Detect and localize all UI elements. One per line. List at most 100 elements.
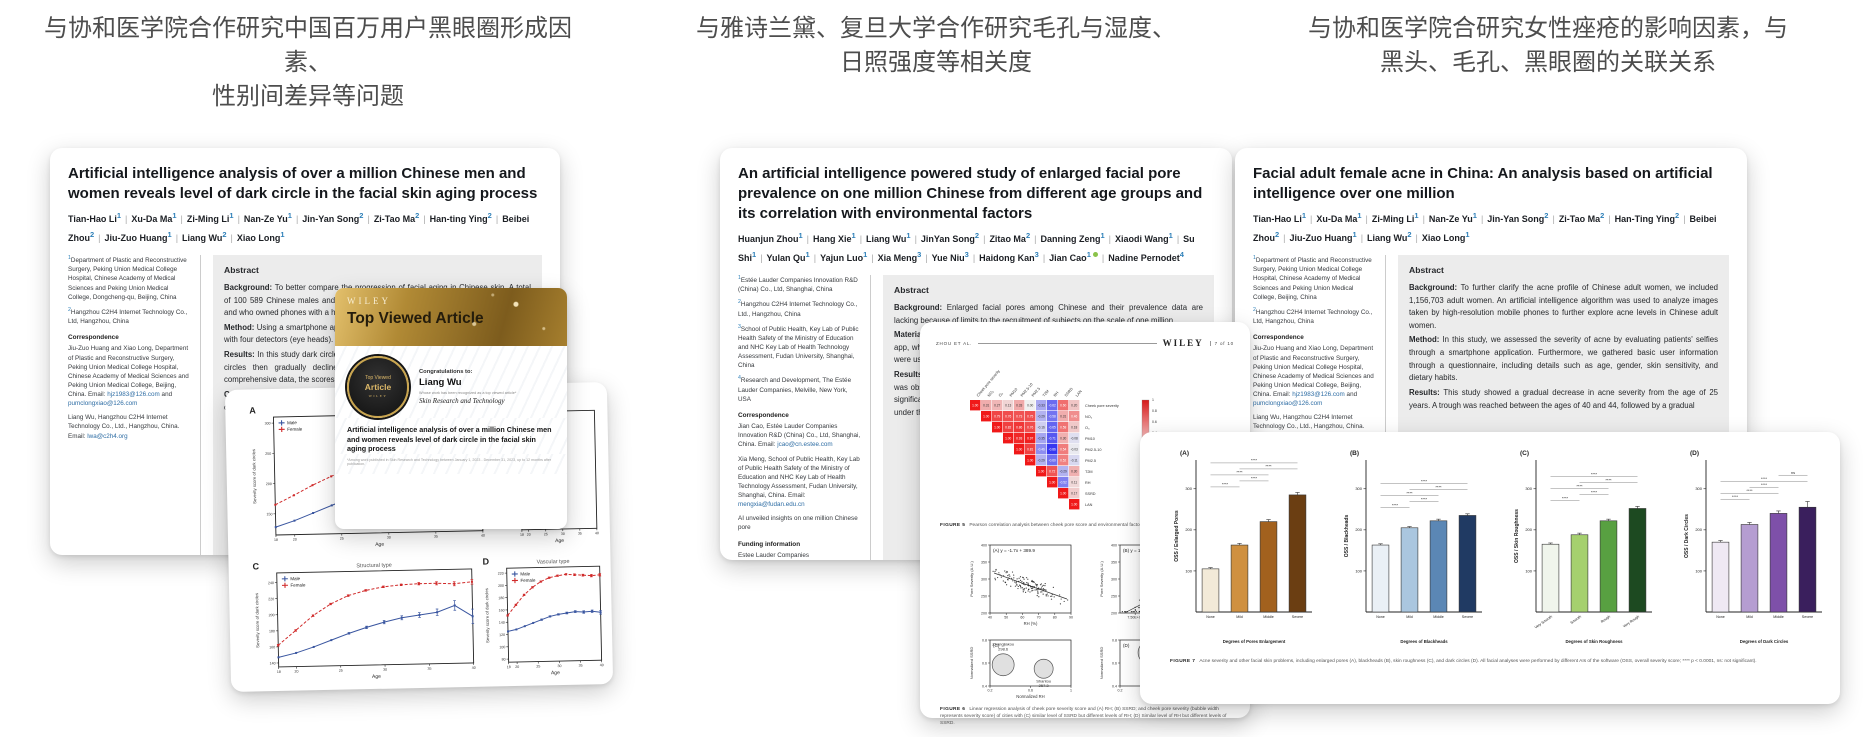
svg-text:200: 200 xyxy=(1695,527,1702,532)
svg-text:200: 200 xyxy=(1525,527,1532,532)
svg-text:Vascular type: Vascular type xyxy=(537,559,570,566)
svg-text:(D): (D) xyxy=(1123,643,1130,648)
svg-text:0.4: 0.4 xyxy=(1112,684,1117,688)
svg-text:1.00: 1.00 xyxy=(1071,503,1077,507)
svg-text:200: 200 xyxy=(498,584,504,588)
svg-text:Severe: Severe xyxy=(1802,615,1813,619)
author-name: Nan-Ze Yu1 xyxy=(1428,210,1477,224)
svg-text:Degrees of Pores Enlargement: Degrees of Pores Enlargement xyxy=(1223,639,1286,644)
svg-text:(A): (A) xyxy=(1180,450,1189,457)
svg-text:-0.60: -0.60 xyxy=(1049,459,1056,463)
bar-panel-skin-roughness: 100 200 300 (C) OSS / Skin Roughness Very Smo… xyxy=(1510,446,1660,646)
svg-text:Severity score of dark circle: Severity score of dark circles xyxy=(484,588,490,643)
svg-text:350: 350 xyxy=(1111,560,1117,564)
svg-text:25: 25 xyxy=(339,669,343,673)
paper3-title: Facial adult female acne in China: An an… xyxy=(1253,165,1713,202)
svg-text:0.54: 0.54 xyxy=(1060,448,1066,452)
figure-text: Pearson correlation analysis between che… xyxy=(969,523,1146,528)
author-name: JinYan Song2 xyxy=(920,230,980,244)
svg-text:0.11: 0.11 xyxy=(1071,481,1077,485)
svg-text:****: **** xyxy=(1761,482,1768,487)
affiliation: 2Hangzhou C2H4 Internet Technology Co., … xyxy=(738,299,858,318)
certificate-footnote: *Among work published in Skin Research a… xyxy=(335,454,567,475)
affiliation: 4Research and Development, The Estée Lau… xyxy=(738,375,852,403)
svg-text:0.8: 0.8 xyxy=(1112,638,1117,642)
email-link[interactable]: hjz1983@126.com xyxy=(107,391,160,399)
wiley-logo: WILEY xyxy=(1162,338,1204,348)
paper1-correspondence: Jiu-Zuo Huang and Xiao Long, Department … xyxy=(68,344,192,440)
correspondence-block: Jian Cao, Estée Lauder Companies Innovat… xyxy=(738,423,861,449)
email-link[interactable]: pumclongxiao@126.com xyxy=(68,400,138,408)
svg-text:(B): (B) xyxy=(1350,450,1359,457)
svg-text:0.18: 0.18 xyxy=(1071,426,1077,430)
svg-text:PM2.5-10: PM2.5-10 xyxy=(1085,448,1101,452)
badge-text: WILEY xyxy=(368,394,388,399)
svg-text:-0.03: -0.03 xyxy=(1071,448,1078,452)
certificate-banner: WILEY Top Viewed Article xyxy=(335,288,567,346)
svg-text:Middle: Middle xyxy=(1433,615,1444,619)
paper1-left-column: 1Department of Plastic and Reconstructiv… xyxy=(68,255,201,555)
author-name: Yue Niu3 xyxy=(931,249,969,263)
svg-text:****: **** xyxy=(1761,476,1768,481)
bar-panel-blackheads: 100 200 300 (B) OSS / Blackheads None Mild Midd… xyxy=(1340,446,1490,646)
email-link[interactable]: pumclongxiao@126.com xyxy=(1253,400,1323,408)
svg-text:SSRD: SSRD xyxy=(1064,387,1074,398)
svg-text:Degrees of Dark Circles: Degrees of Dark Circles xyxy=(1740,639,1789,644)
svg-text:Mild: Mild xyxy=(1746,615,1753,619)
svg-text:0.27: 0.27 xyxy=(994,404,1000,408)
top-viewed-badge-icon: Top Viewed Article WILEY xyxy=(347,356,409,418)
svg-text:****: **** xyxy=(1406,490,1413,495)
svg-text:80: 80 xyxy=(1053,616,1057,620)
svg-text:****: **** xyxy=(1265,464,1272,469)
svg-text:T2M: T2M xyxy=(1042,389,1050,397)
correspondence-label: Correspondence xyxy=(1253,334,1304,342)
author-name: Tian-Hao Li1 xyxy=(1253,210,1307,224)
svg-text:20: 20 xyxy=(515,665,519,669)
badge-text: Top Viewed xyxy=(365,375,391,382)
svg-text:0.93: 0.93 xyxy=(1016,437,1022,441)
email-link[interactable]: hjz1983@126.com xyxy=(1292,391,1345,399)
email-link[interactable]: lwa@c2h4.org xyxy=(87,432,128,440)
svg-text:60: 60 xyxy=(1020,616,1024,620)
svg-text:PM10: PM10 xyxy=(1009,387,1018,397)
section-heading-3: 与协和医学院合研究女性痤疮的影响因素，与 黑头、毛孔、黑眼圈的关联关系 xyxy=(1268,12,1828,80)
author-name: Beibei Zhou2 xyxy=(68,213,530,243)
svg-text:(C): (C) xyxy=(993,643,1000,648)
svg-text:35: 35 xyxy=(434,535,438,539)
svg-text:Mild: Mild xyxy=(1406,615,1413,619)
svg-text:****: **** xyxy=(1732,494,1739,499)
svg-text:1.00: 1.00 xyxy=(1060,492,1066,496)
svg-text:200: 200 xyxy=(269,613,275,617)
svg-text:18: 18 xyxy=(274,538,278,542)
svg-text:300: 300 xyxy=(1185,486,1192,491)
svg-text:0.31: 0.31 xyxy=(983,404,989,408)
svg-text:RH: RH xyxy=(1053,391,1060,398)
svg-text:Male: Male xyxy=(287,420,297,425)
heading-line: 与协和医学院合作研究中国百万用户黑眼圈形成因素、 xyxy=(44,15,572,77)
svg-text:LAN: LAN xyxy=(1075,389,1083,397)
abstract-paragraph: Results: This study showed a gradual dec… xyxy=(1409,387,1718,410)
svg-text:Structural type: Structural type xyxy=(356,563,392,570)
running-head-authors: ZHOU ET AL. xyxy=(936,340,973,346)
svg-text:Severity score of dark circle: Severity score of dark circles xyxy=(251,449,257,504)
svg-text:Normalized SSRD: Normalized SSRD xyxy=(969,647,974,680)
author-name: Jiu-Zuo Huang1 xyxy=(1289,229,1357,243)
svg-text:0.00: 0.00 xyxy=(1027,404,1033,408)
svg-text:****: **** xyxy=(1421,496,1428,501)
svg-text:0.72: 0.72 xyxy=(1049,470,1055,474)
heading-line: 性别间差异等问题 xyxy=(212,83,404,111)
svg-text:-0.16: -0.16 xyxy=(1038,426,1045,430)
email-link[interactable]: mengxia@fudan.edu.cn xyxy=(738,501,805,509)
svg-text:****: **** xyxy=(1421,478,1428,483)
svg-text:18: 18 xyxy=(520,533,524,537)
svg-text:-0.29: -0.29 xyxy=(1038,415,1045,419)
svg-text:100: 100 xyxy=(1525,568,1532,573)
svg-text:Middle: Middle xyxy=(1263,615,1274,619)
email-link[interactable]: jcao@cn.estee.com xyxy=(777,441,833,449)
figure-tag: FIGURE 5 xyxy=(940,523,966,528)
abstract-paragraph: Background: To further clarify the acne … xyxy=(1409,282,1718,330)
svg-text:250: 250 xyxy=(265,452,271,456)
svg-text:1.00: 1.00 xyxy=(1005,437,1011,441)
svg-text:Shantou: Shantou xyxy=(1036,678,1051,683)
svg-text:O₃: O₃ xyxy=(1085,426,1090,430)
